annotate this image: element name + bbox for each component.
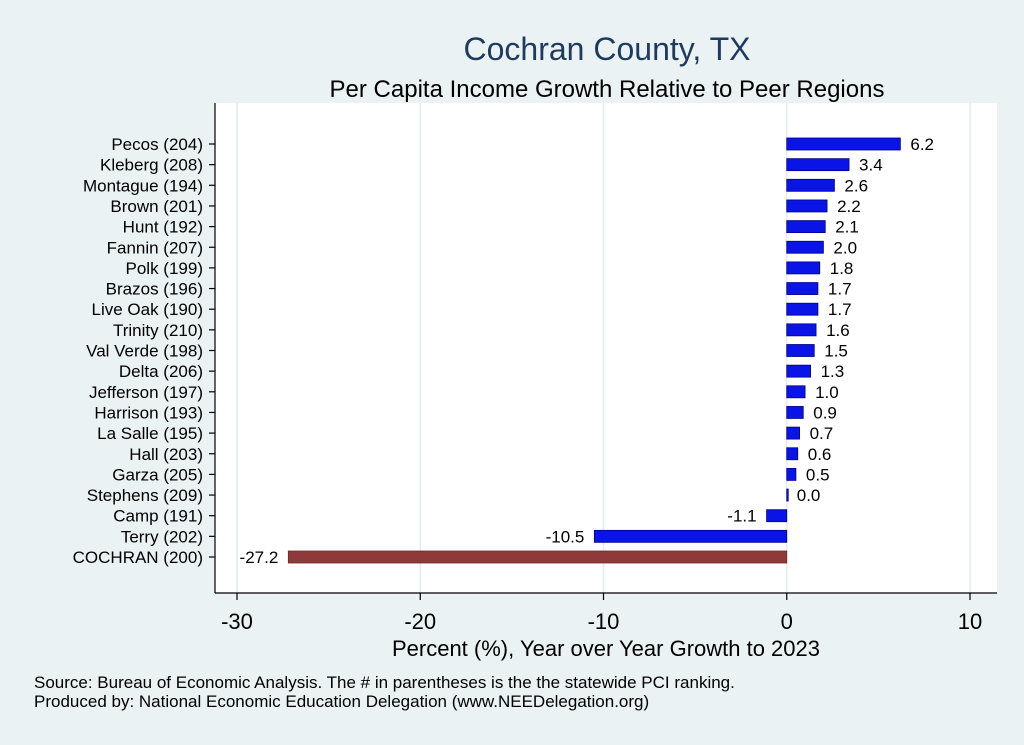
x-tick-label: 0 [781, 609, 793, 634]
bar [786, 467, 797, 481]
value-label: -27.2 [240, 548, 279, 567]
bar [786, 137, 901, 151]
category-label: Fannin (207) [107, 238, 203, 257]
bar [786, 364, 811, 378]
value-label: 1.7 [828, 280, 852, 299]
value-label: 0.5 [806, 465, 830, 484]
category-label: Pecos (204) [111, 135, 203, 154]
value-label: 0.9 [813, 403, 837, 422]
value-label: 1.6 [826, 321, 850, 340]
category-label: Live Oak (190) [92, 300, 204, 319]
bar [786, 302, 819, 316]
category-label: Polk (199) [126, 259, 203, 278]
category-label: La Salle (195) [97, 424, 203, 443]
category-label: Montague (194) [83, 176, 203, 195]
x-tick-label: -10 [588, 609, 620, 634]
bar [786, 261, 821, 275]
bar [593, 529, 788, 543]
category-label: COCHRAN (200) [73, 548, 203, 567]
value-label: 2.6 [844, 176, 868, 195]
value-label: 0.6 [808, 445, 832, 464]
bar [786, 323, 817, 337]
bar [786, 199, 828, 213]
x-tick-label: 10 [958, 609, 982, 634]
bar [786, 406, 804, 419]
bar [786, 344, 815, 357]
value-label: 0.0 [797, 486, 821, 505]
category-label: Val Verde (198) [86, 342, 203, 361]
category-label: Camp (191) [113, 507, 203, 526]
category-label: Brown (201) [110, 197, 203, 216]
x-tick-label: -30 [221, 609, 253, 634]
category-label: Delta (206) [119, 362, 203, 381]
bar [786, 282, 819, 295]
value-label: 1.0 [815, 383, 839, 402]
category-label: Hunt (192) [123, 218, 203, 237]
value-label: 1.5 [824, 342, 848, 361]
source-note: Source: Bureau of Economic Analysis. The… [34, 673, 735, 692]
category-label: Jefferson (197) [89, 383, 203, 402]
value-label: 0.7 [810, 424, 834, 443]
value-label: 2.0 [833, 238, 857, 257]
value-label: 1.7 [828, 300, 852, 319]
bar [786, 426, 800, 440]
bar [786, 240, 824, 254]
value-label: 3.4 [859, 156, 883, 175]
bars [287, 137, 901, 564]
bar-highlight [287, 550, 788, 564]
x-axis-label: Percent (%), Year over Year Growth to 20… [392, 636, 820, 661]
bar [786, 158, 850, 172]
value-label: -1.1 [727, 507, 756, 526]
chart-subtitle: Per Capita Income Growth Relative to Pee… [330, 76, 885, 103]
bar [786, 385, 806, 399]
chart-title: Cochran County, TX [464, 31, 751, 67]
value-label: 2.2 [837, 197, 861, 216]
category-label: Brazos (196) [106, 280, 203, 299]
category-label: Terry (202) [121, 527, 203, 546]
category-label: Kleberg (208) [100, 156, 203, 175]
category-label: Hall (203) [129, 445, 203, 464]
producer-note: Produced by: National Economic Education… [34, 692, 650, 711]
value-label: 1.8 [830, 259, 854, 278]
bar [786, 178, 835, 192]
labels: Pecos (204) 6.2 Kleberg (208) 3.4 Montague (… [73, 135, 934, 567]
category-label: Harrison (193) [94, 403, 203, 422]
value-label: -10.5 [546, 527, 585, 546]
x-tick-label: -20 [404, 609, 436, 634]
category-label: Garza (205) [112, 465, 203, 484]
category-label: Stephens (209) [87, 486, 203, 505]
x-ticks: -30 -20 -10 0 10 [209, 143, 982, 634]
category-label: Trinity (210) [113, 321, 203, 340]
value-label: 1.3 [821, 362, 845, 381]
plot-area [215, 103, 997, 593]
bar [786, 220, 826, 234]
value-label: 2.1 [835, 218, 859, 237]
value-label: 6.2 [910, 135, 934, 154]
bar [766, 509, 788, 523]
bar [786, 447, 799, 461]
bar [786, 488, 789, 502]
